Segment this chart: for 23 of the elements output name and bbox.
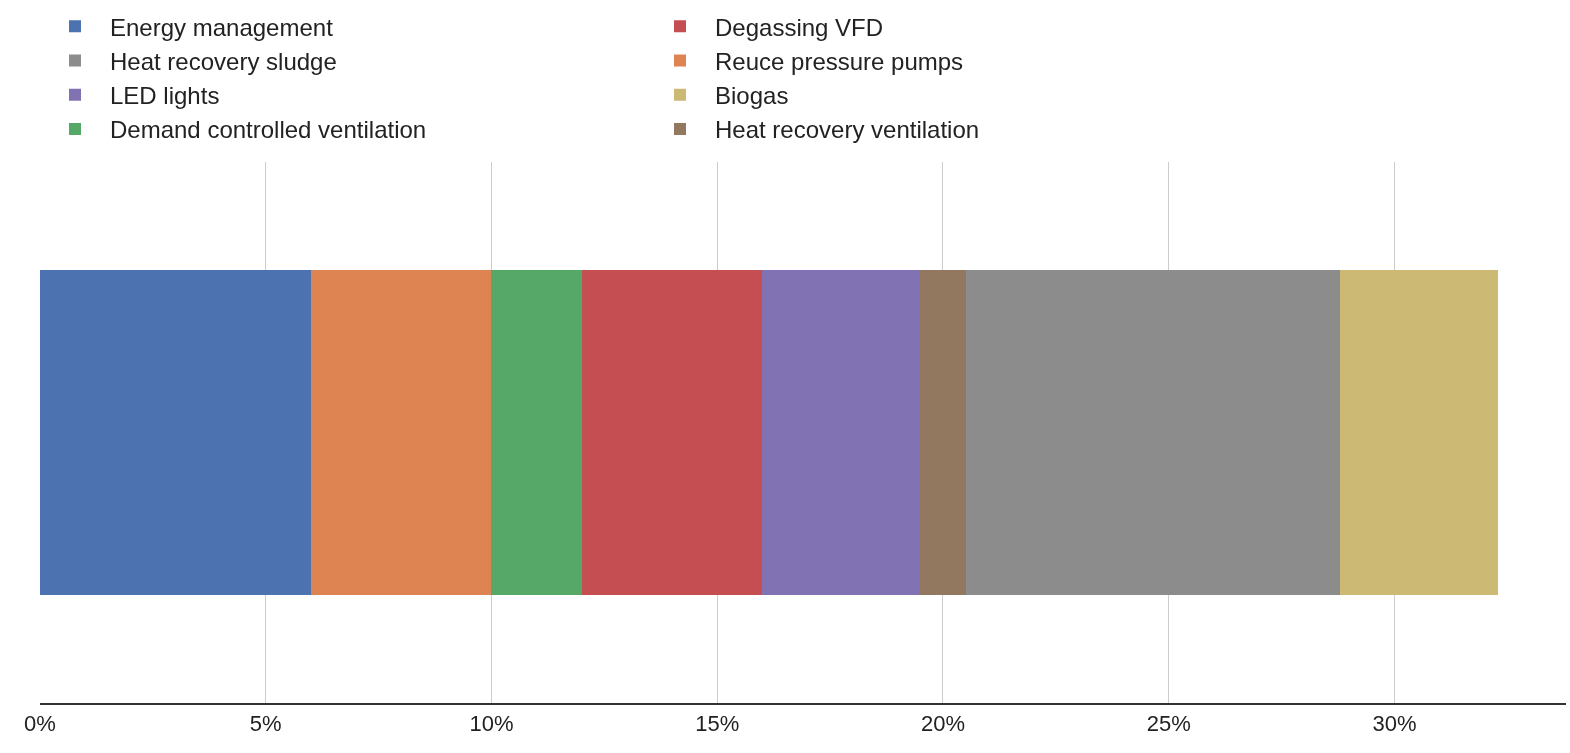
x-tick-label: 20% — [920, 711, 965, 737]
legend-label: Heat recovery sludge — [110, 47, 337, 75]
bar — [762, 270, 921, 595]
bar — [1340, 270, 1499, 595]
x-tick-label: 0% — [24, 711, 56, 737]
bar — [965, 270, 1341, 595]
x-tick-label: 15% — [695, 711, 740, 737]
x-tick-label: 30% — [1372, 711, 1417, 737]
x-tick-label: 10% — [469, 711, 514, 737]
x-tick-label: 5% — [249, 711, 282, 737]
bar — [581, 270, 763, 595]
bar — [920, 270, 966, 595]
legend-label: Biogas — [715, 82, 789, 110]
legend-label: Heat recovery ventilation — [715, 116, 980, 144]
legend-label: Energy management — [110, 13, 334, 41]
bar — [310, 270, 492, 595]
x-tick-label: 25% — [1146, 711, 1191, 737]
legend-label: LED lights — [110, 82, 220, 110]
legend-label: Demand controlled ventilation — [110, 116, 427, 144]
legend-label: Degassing VFD — [715, 13, 884, 41]
legend-label: Reuce pressure pumps — [715, 47, 964, 75]
bar — [40, 270, 311, 595]
bar — [491, 270, 582, 595]
